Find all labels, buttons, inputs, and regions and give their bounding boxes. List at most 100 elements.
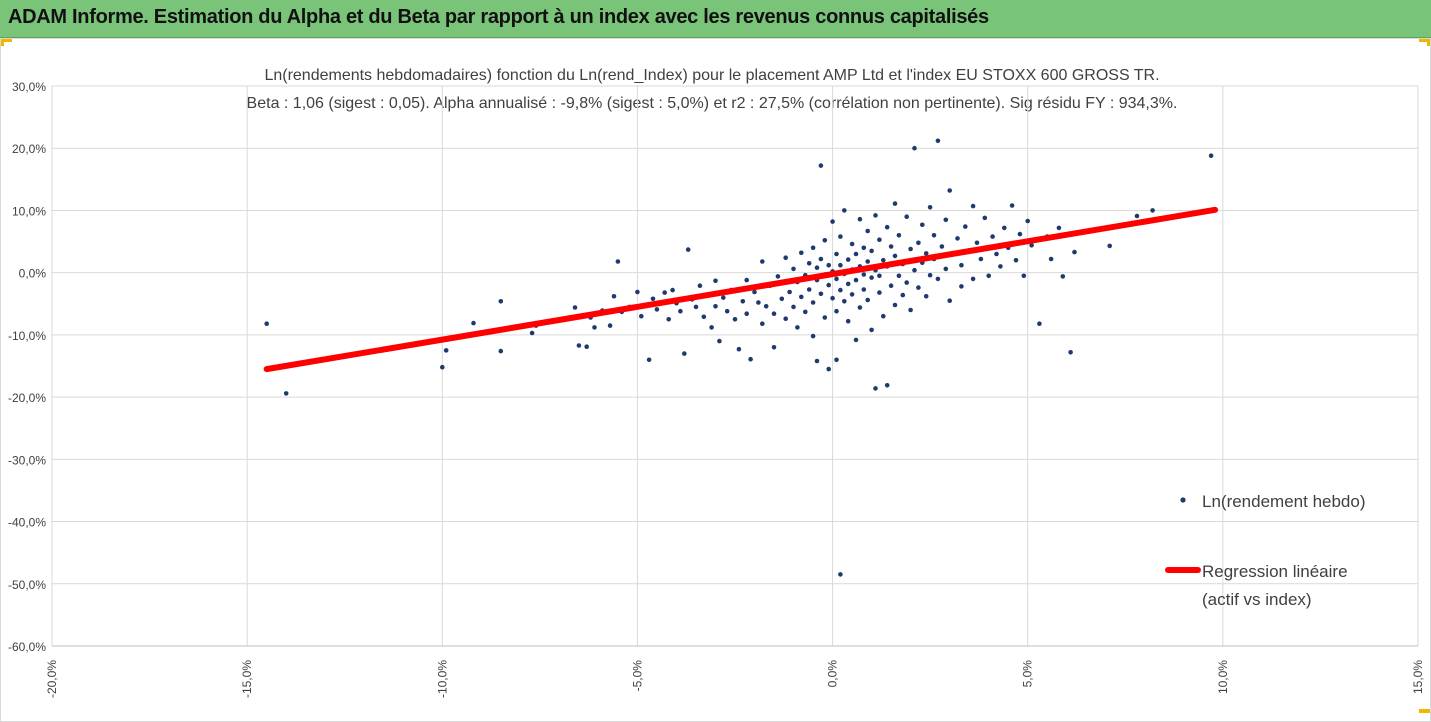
data-point <box>1072 249 1077 255</box>
corner-accent-top-right-v <box>1427 38 1431 46</box>
y-tick-label: 0,0% <box>19 267 47 281</box>
data-point <box>701 314 707 320</box>
y-tick-label: 30,0% <box>12 80 46 94</box>
data-point <box>709 325 714 330</box>
data-point <box>713 304 718 309</box>
data-point <box>963 224 968 229</box>
y-tick-label: 20,0% <box>12 142 46 156</box>
data-point <box>865 228 870 234</box>
data-point <box>1009 203 1015 208</box>
data-point <box>834 357 839 363</box>
data-point <box>916 285 921 290</box>
data-point <box>834 251 839 257</box>
corner-accent-top-right <box>1419 38 1431 42</box>
corner-accent-top-left <box>0 38 12 42</box>
data-point <box>877 273 882 279</box>
data-point <box>904 214 909 219</box>
data-point <box>826 282 831 288</box>
data-point <box>822 238 828 243</box>
data-point <box>923 251 929 256</box>
data-point <box>959 262 964 268</box>
data-point <box>1002 225 1007 231</box>
data-point <box>853 251 859 257</box>
data-point <box>670 287 675 293</box>
data-point <box>752 289 757 295</box>
data-point <box>974 240 980 246</box>
data-point <box>861 245 867 251</box>
data-point <box>857 216 863 222</box>
data-point <box>857 305 863 310</box>
data-point <box>775 274 781 279</box>
data-point <box>927 205 933 210</box>
data-point <box>760 259 765 264</box>
data-point <box>697 283 703 289</box>
legend-scatter-label: Ln(rendement hebdo) <box>1202 492 1366 511</box>
data-point <box>1056 225 1062 231</box>
data-point <box>892 201 898 206</box>
data-point <box>994 251 999 257</box>
data-point <box>529 330 535 336</box>
data-point <box>584 344 589 350</box>
data-point <box>771 345 777 350</box>
data-point <box>943 266 949 272</box>
y-tick-label: -30,0% <box>8 453 46 467</box>
data-point <box>748 356 753 362</box>
data-point <box>799 250 804 256</box>
data-point <box>1025 218 1030 224</box>
data-point <box>884 383 890 388</box>
data-point <box>615 259 621 264</box>
x-tick-label: 0,0% <box>826 660 840 688</box>
data-point <box>682 351 687 356</box>
data-point <box>810 245 816 251</box>
data-point <box>806 261 812 266</box>
data-point <box>666 317 671 322</box>
data-point <box>810 333 816 339</box>
data-point <box>916 240 921 246</box>
data-point <box>685 247 691 252</box>
data-point <box>881 257 886 263</box>
data-point <box>865 259 870 264</box>
data-point <box>1029 243 1034 248</box>
x-tick-label: -5,0% <box>630 660 644 692</box>
corner-accent-bottom-right <box>1419 709 1431 713</box>
data-point <box>853 337 859 343</box>
data-point <box>1208 153 1214 158</box>
data-point <box>849 292 855 297</box>
data-point <box>791 266 796 272</box>
corner-accent-top-left-v <box>0 38 4 46</box>
data-point <box>611 294 617 299</box>
data-point <box>904 280 909 285</box>
data-point <box>1021 273 1027 279</box>
data-point <box>713 278 718 284</box>
legend-scatter-marker <box>1180 497 1186 503</box>
data-point <box>443 348 449 353</box>
data-point <box>693 304 699 310</box>
data-point <box>838 572 843 577</box>
data-point <box>799 294 804 300</box>
data-point <box>818 291 824 297</box>
data-point <box>873 386 878 391</box>
data-point <box>607 323 613 328</box>
legend: Ln(rendement hebdo) Regression linéaire … <box>1165 492 1366 609</box>
data-point <box>717 338 722 344</box>
data-point <box>572 305 578 310</box>
data-point <box>834 308 839 314</box>
data-point <box>970 276 976 282</box>
data-point <box>744 277 749 283</box>
data-point <box>842 208 847 213</box>
data-point <box>826 262 831 268</box>
data-point <box>783 255 788 260</box>
data-point <box>650 296 656 302</box>
y-tick-label: -20,0% <box>8 391 46 405</box>
y-tick-label: -40,0% <box>8 516 46 530</box>
data-point <box>943 217 949 223</box>
data-point <box>264 321 270 327</box>
data-point <box>861 287 867 292</box>
data-point <box>1060 274 1066 279</box>
data-point <box>896 233 902 238</box>
data-point <box>892 302 898 308</box>
data-point <box>978 256 984 262</box>
data-point <box>787 289 792 295</box>
data-point <box>1013 257 1019 263</box>
